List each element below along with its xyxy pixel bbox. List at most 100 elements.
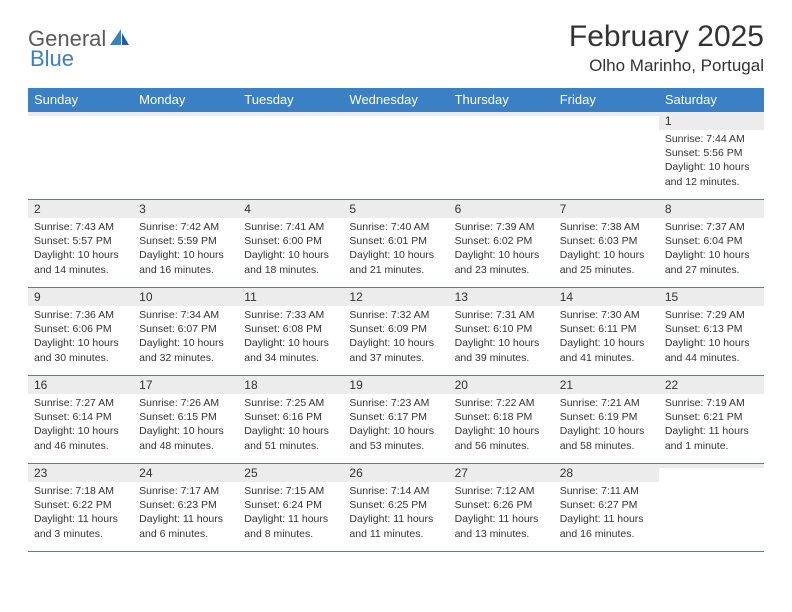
calendar-cell xyxy=(343,112,448,200)
daylight-text: Daylight: 10 hours and 44 minutes. xyxy=(665,336,758,364)
day-number: 14 xyxy=(554,288,659,306)
daylight-text: Daylight: 10 hours and 41 minutes. xyxy=(560,336,653,364)
calendar-cell xyxy=(133,112,238,200)
weekday-header: Thursday xyxy=(449,88,554,112)
day-details: Sunrise: 7:30 AMSunset: 6:11 PMDaylight:… xyxy=(554,306,659,369)
daylight-text: Daylight: 11 hours and 1 minute. xyxy=(665,424,758,452)
daylight-text: Daylight: 11 hours and 8 minutes. xyxy=(244,512,337,540)
daylight-text: Daylight: 10 hours and 58 minutes. xyxy=(560,424,653,452)
calendar-cell: 9Sunrise: 7:36 AMSunset: 6:06 PMDaylight… xyxy=(28,288,133,376)
sunset-text: Sunset: 6:21 PM xyxy=(665,410,758,424)
sunrise-text: Sunrise: 7:39 AM xyxy=(455,220,548,234)
day-number: 15 xyxy=(659,288,764,306)
sunset-text: Sunset: 6:14 PM xyxy=(34,410,127,424)
sunset-text: Sunset: 6:18 PM xyxy=(455,410,548,424)
location: Olho Marinho, Portugal xyxy=(569,56,764,76)
day-number: 7 xyxy=(554,200,659,218)
sunrise-text: Sunrise: 7:43 AM xyxy=(34,220,127,234)
daylight-text: Daylight: 10 hours and 48 minutes. xyxy=(139,424,232,452)
daylight-text: Daylight: 11 hours and 3 minutes. xyxy=(34,512,127,540)
sunset-text: Sunset: 6:06 PM xyxy=(34,322,127,336)
calendar-cell: 4Sunrise: 7:41 AMSunset: 6:00 PMDaylight… xyxy=(238,200,343,288)
calendar-cell: 7Sunrise: 7:38 AMSunset: 6:03 PMDaylight… xyxy=(554,200,659,288)
weekday-header-row: Sunday Monday Tuesday Wednesday Thursday… xyxy=(28,88,764,112)
sunset-text: Sunset: 6:04 PM xyxy=(665,234,758,248)
day-details: Sunrise: 7:40 AMSunset: 6:01 PMDaylight:… xyxy=(343,218,448,281)
sunrise-text: Sunrise: 7:33 AM xyxy=(244,308,337,322)
daylight-text: Daylight: 10 hours and 12 minutes. xyxy=(665,160,758,188)
daylight-text: Daylight: 10 hours and 53 minutes. xyxy=(349,424,442,452)
calendar-cell: 21Sunrise: 7:21 AMSunset: 6:19 PMDayligh… xyxy=(554,376,659,464)
sunrise-text: Sunrise: 7:36 AM xyxy=(34,308,127,322)
calendar-cell xyxy=(554,112,659,200)
day-details: Sunrise: 7:36 AMSunset: 6:06 PMDaylight:… xyxy=(28,306,133,369)
day-details: Sunrise: 7:33 AMSunset: 6:08 PMDaylight:… xyxy=(238,306,343,369)
daylight-text: Daylight: 10 hours and 51 minutes. xyxy=(244,424,337,452)
calendar-row: 23Sunrise: 7:18 AMSunset: 6:22 PMDayligh… xyxy=(28,464,764,552)
day-details: Sunrise: 7:22 AMSunset: 6:18 PMDaylight:… xyxy=(449,394,554,457)
day-number: 17 xyxy=(133,376,238,394)
sunrise-text: Sunrise: 7:11 AM xyxy=(560,484,653,498)
day-number: 23 xyxy=(28,464,133,482)
sunrise-text: Sunrise: 7:42 AM xyxy=(139,220,232,234)
calendar-cell: 6Sunrise: 7:39 AMSunset: 6:02 PMDaylight… xyxy=(449,200,554,288)
calendar-cell: 14Sunrise: 7:30 AMSunset: 6:11 PMDayligh… xyxy=(554,288,659,376)
daylight-text: Daylight: 10 hours and 37 minutes. xyxy=(349,336,442,364)
calendar-cell: 12Sunrise: 7:32 AMSunset: 6:09 PMDayligh… xyxy=(343,288,448,376)
daylight-text: Daylight: 10 hours and 18 minutes. xyxy=(244,248,337,276)
sunrise-text: Sunrise: 7:14 AM xyxy=(349,484,442,498)
calendar-cell xyxy=(659,464,764,552)
day-number: 9 xyxy=(28,288,133,306)
title-block: February 2025 Olho Marinho, Portugal xyxy=(569,20,764,76)
daylight-text: Daylight: 10 hours and 34 minutes. xyxy=(244,336,337,364)
day-number: 13 xyxy=(449,288,554,306)
day-details: Sunrise: 7:38 AMSunset: 6:03 PMDaylight:… xyxy=(554,218,659,281)
sunrise-text: Sunrise: 7:30 AM xyxy=(560,308,653,322)
weekday-header: Monday xyxy=(133,88,238,112)
day-details: Sunrise: 7:32 AMSunset: 6:09 PMDaylight:… xyxy=(343,306,448,369)
calendar-cell xyxy=(28,112,133,200)
day-details: Sunrise: 7:15 AMSunset: 6:24 PMDaylight:… xyxy=(238,482,343,545)
day-details: Sunrise: 7:21 AMSunset: 6:19 PMDaylight:… xyxy=(554,394,659,457)
day-number xyxy=(343,112,448,116)
sunrise-text: Sunrise: 7:31 AM xyxy=(455,308,548,322)
day-details: Sunrise: 7:14 AMSunset: 6:25 PMDaylight:… xyxy=(343,482,448,545)
calendar-cell: 24Sunrise: 7:17 AMSunset: 6:23 PMDayligh… xyxy=(133,464,238,552)
day-details: Sunrise: 7:37 AMSunset: 6:04 PMDaylight:… xyxy=(659,218,764,281)
day-number: 24 xyxy=(133,464,238,482)
sail-icon xyxy=(108,27,130,52)
daylight-text: Daylight: 10 hours and 21 minutes. xyxy=(349,248,442,276)
day-number: 1 xyxy=(659,112,764,130)
day-number xyxy=(133,112,238,116)
sunset-text: Sunset: 6:10 PM xyxy=(455,322,548,336)
sunrise-text: Sunrise: 7:41 AM xyxy=(244,220,337,234)
daylight-text: Daylight: 10 hours and 16 minutes. xyxy=(139,248,232,276)
calendar-cell: 17Sunrise: 7:26 AMSunset: 6:15 PMDayligh… xyxy=(133,376,238,464)
day-number xyxy=(449,112,554,116)
day-number: 18 xyxy=(238,376,343,394)
day-details: Sunrise: 7:41 AMSunset: 6:00 PMDaylight:… xyxy=(238,218,343,281)
sunrise-text: Sunrise: 7:15 AM xyxy=(244,484,337,498)
calendar-cell: 15Sunrise: 7:29 AMSunset: 6:13 PMDayligh… xyxy=(659,288,764,376)
calendar-cell: 5Sunrise: 7:40 AMSunset: 6:01 PMDaylight… xyxy=(343,200,448,288)
logo-sub: Blue xyxy=(30,46,74,72)
sunrise-text: Sunrise: 7:27 AM xyxy=(34,396,127,410)
day-number: 19 xyxy=(343,376,448,394)
sunrise-text: Sunrise: 7:17 AM xyxy=(139,484,232,498)
calendar-cell: 13Sunrise: 7:31 AMSunset: 6:10 PMDayligh… xyxy=(449,288,554,376)
sunset-text: Sunset: 6:09 PM xyxy=(349,322,442,336)
sunset-text: Sunset: 6:19 PM xyxy=(560,410,653,424)
header: General February 2025 Olho Marinho, Port… xyxy=(28,20,764,76)
sunset-text: Sunset: 6:13 PM xyxy=(665,322,758,336)
day-details: Sunrise: 7:34 AMSunset: 6:07 PMDaylight:… xyxy=(133,306,238,369)
day-number: 3 xyxy=(133,200,238,218)
day-number xyxy=(554,112,659,116)
calendar-cell: 28Sunrise: 7:11 AMSunset: 6:27 PMDayligh… xyxy=(554,464,659,552)
calendar-cell: 23Sunrise: 7:18 AMSunset: 6:22 PMDayligh… xyxy=(28,464,133,552)
sunset-text: Sunset: 6:07 PM xyxy=(139,322,232,336)
calendar-cell: 18Sunrise: 7:25 AMSunset: 6:16 PMDayligh… xyxy=(238,376,343,464)
day-number: 11 xyxy=(238,288,343,306)
calendar-cell: 27Sunrise: 7:12 AMSunset: 6:26 PMDayligh… xyxy=(449,464,554,552)
calendar-cell: 19Sunrise: 7:23 AMSunset: 6:17 PMDayligh… xyxy=(343,376,448,464)
calendar-row: 16Sunrise: 7:27 AMSunset: 6:14 PMDayligh… xyxy=(28,376,764,464)
